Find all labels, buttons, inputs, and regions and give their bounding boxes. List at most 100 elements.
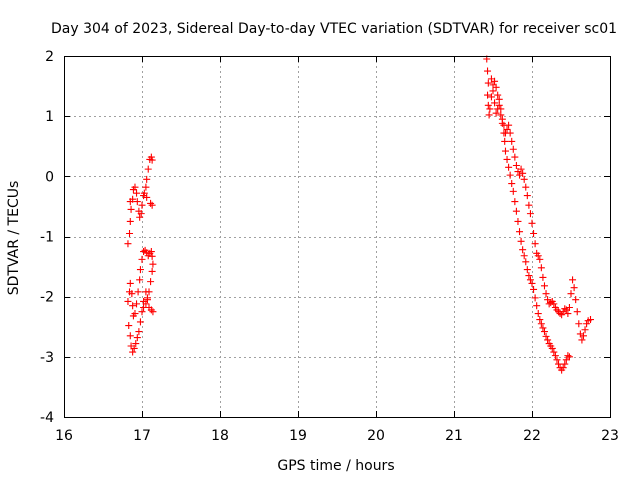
data-point xyxy=(547,299,555,307)
data-point xyxy=(125,322,133,330)
data-point xyxy=(522,183,530,191)
grid-lines xyxy=(64,56,610,417)
data-point xyxy=(126,229,134,237)
data-point xyxy=(528,279,536,287)
data-point xyxy=(494,91,502,99)
data-point xyxy=(142,183,150,191)
data-point xyxy=(534,252,542,260)
data-point xyxy=(562,356,570,364)
data-point xyxy=(138,201,146,209)
data-point xyxy=(140,189,148,197)
data-point xyxy=(503,155,511,163)
data-point xyxy=(540,282,548,290)
data-point xyxy=(536,316,544,324)
x-tick-label: 20 xyxy=(367,428,385,444)
data-point xyxy=(495,101,503,109)
data-point xyxy=(508,180,516,188)
data-point xyxy=(501,137,509,145)
data-point xyxy=(533,302,541,310)
x-axis-label: GPS time / hours xyxy=(277,458,394,474)
data-point xyxy=(133,189,141,197)
data-point xyxy=(137,210,145,218)
data-point xyxy=(531,240,539,248)
data-point xyxy=(519,246,527,254)
data-point xyxy=(134,288,142,296)
data-point xyxy=(506,129,514,137)
data-point xyxy=(550,348,558,356)
data-point xyxy=(537,320,545,328)
data-point xyxy=(517,165,525,173)
data-point xyxy=(484,67,492,75)
data-point xyxy=(523,266,531,274)
data-point xyxy=(126,217,134,225)
data-point xyxy=(561,360,569,368)
data-point xyxy=(142,288,150,296)
data-point xyxy=(143,249,151,257)
data-point xyxy=(484,91,492,99)
data-point xyxy=(559,364,567,372)
data-point xyxy=(539,273,547,281)
data-point xyxy=(551,352,559,360)
data-point xyxy=(517,237,525,245)
data-point xyxy=(149,260,157,268)
data-point xyxy=(519,169,527,177)
x-tick-label: 16 xyxy=(55,428,73,444)
data-point xyxy=(575,320,583,328)
data-point xyxy=(136,318,144,326)
data-point xyxy=(511,153,519,161)
data-point xyxy=(564,352,572,360)
data-point xyxy=(144,165,152,173)
data-point xyxy=(147,199,155,207)
data-point xyxy=(495,95,503,103)
data-point xyxy=(492,83,500,91)
data-point xyxy=(516,171,524,179)
x-tick-label: 19 xyxy=(289,428,307,444)
data-point xyxy=(516,228,524,236)
data-point xyxy=(124,297,132,305)
data-point xyxy=(565,353,573,361)
data-point xyxy=(548,344,556,352)
data-point xyxy=(556,310,564,318)
data-point xyxy=(542,290,550,298)
data-point xyxy=(530,229,538,237)
data-point xyxy=(127,205,135,213)
data-point xyxy=(570,284,578,292)
data-point xyxy=(511,198,519,206)
data-point xyxy=(536,255,544,263)
data-point xyxy=(506,171,514,179)
data-point xyxy=(537,264,545,272)
data-point xyxy=(581,326,589,334)
data-point xyxy=(534,310,542,318)
data-point xyxy=(509,187,517,195)
data-point xyxy=(133,198,141,206)
data-point xyxy=(147,248,155,256)
data-point xyxy=(572,296,580,304)
data-point xyxy=(564,310,572,318)
data-point xyxy=(148,252,156,260)
data-point xyxy=(133,334,141,342)
data-point xyxy=(567,290,575,298)
data-point xyxy=(526,210,534,218)
data-point xyxy=(143,175,151,183)
y-tick-label: -4 xyxy=(40,410,54,426)
data-point xyxy=(131,310,139,318)
data-point xyxy=(520,252,528,260)
data-point xyxy=(124,240,132,248)
data-point xyxy=(131,183,139,191)
data-point xyxy=(138,255,146,263)
data-point xyxy=(522,258,530,266)
data-point xyxy=(491,99,499,107)
axis-ticks: 16 17 18 19 20 21 22 23 -4 -3 -2 -1 0 1 2 xyxy=(40,49,619,444)
data-point xyxy=(525,201,533,209)
data-point xyxy=(505,121,513,129)
x-tick-label: 23 xyxy=(601,428,619,444)
data-point xyxy=(143,193,151,201)
data-point xyxy=(539,324,547,332)
data-point xyxy=(126,332,134,340)
data-point xyxy=(136,213,144,221)
data-point xyxy=(550,300,558,308)
y-tick-label: 0 xyxy=(45,169,54,185)
y-tick-label: 2 xyxy=(45,49,54,65)
data-point xyxy=(558,311,566,319)
data-point xyxy=(540,328,548,336)
